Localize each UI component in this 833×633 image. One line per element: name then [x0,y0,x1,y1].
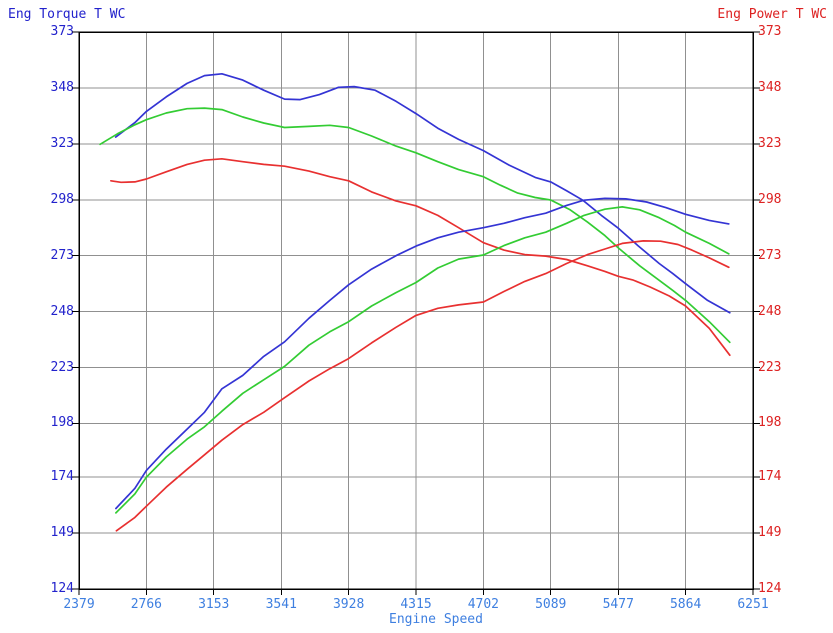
x-tick-label: 4315 [400,597,432,612]
right-tick-label: 323 [758,135,782,151]
gridlines [79,32,753,589]
series-power-red [115,240,730,532]
series-power-green [115,206,730,514]
left-tick-label: 348 [50,79,74,95]
series-torque-green [99,107,731,344]
right-tick-label: 273 [758,247,782,263]
left-tick-label: 298 [50,191,74,207]
x-tick-label: 2766 [130,597,163,612]
left-tick-label: 124 [50,581,74,596]
left-tick-label: 149 [50,525,74,541]
right-tick-label: 298 [758,191,782,207]
left-tick-label: 174 [50,469,74,485]
left-tick-label: 373 [50,24,74,39]
plot-border [78,31,754,590]
right-tick-label: 373 [758,24,782,39]
series-power-blue [115,197,730,510]
right-axis-title: Eng Power T WC [717,7,827,22]
axis-ticks [72,31,760,595]
right-tick-label: 124 [758,581,782,596]
right-tick-label: 149 [758,525,782,541]
x-tick-label: 2379 [63,597,95,612]
left-tick-label: 198 [50,415,74,431]
left-tick-label: 273 [50,247,74,263]
x-tick-label: 3153 [198,597,230,612]
right-tick-label: 198 [758,415,782,431]
right-tick-label: 223 [758,359,782,375]
left-tick-label: 223 [50,359,74,375]
right-tick-label: 174 [758,469,782,485]
x-tick-label: 5864 [669,597,702,612]
right-tick-label: 248 [758,303,782,319]
right-tick-label: 348 [758,79,782,95]
x-tick-label: 3928 [332,597,365,612]
x-tick-label: 4702 [467,597,500,612]
x-tick-label: 6251 [737,597,769,612]
x-tick-label: 3541 [265,597,297,612]
left-axis-title: Eng Torque T WC [8,7,126,22]
left-tick-label: 323 [50,135,74,151]
series-torque-red [110,157,731,357]
series-torque-blue [114,72,731,314]
x-tick-label: 5477 [602,597,634,612]
x-axis-title: Engine Speed [389,612,483,627]
left-tick-label: 248 [50,303,74,319]
x-tick-label: 5089 [535,597,567,612]
